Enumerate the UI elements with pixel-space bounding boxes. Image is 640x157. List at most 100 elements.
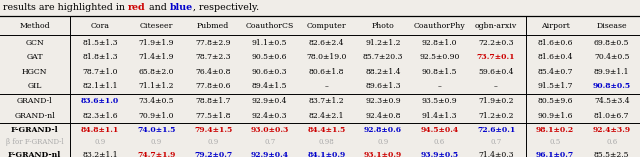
Text: 92.9±0.4: 92.9±0.4 [251, 151, 289, 157]
Text: 80.5±9.6: 80.5±9.6 [538, 97, 573, 105]
Text: 82.1±1.1: 82.1±1.1 [82, 82, 118, 90]
Text: 88.2±1.4: 88.2±1.4 [365, 68, 401, 76]
Text: 77.5±1.8: 77.5±1.8 [195, 112, 231, 120]
Text: 78.7±2.3: 78.7±2.3 [195, 53, 231, 61]
Text: 84.1±0.9: 84.1±0.9 [307, 151, 346, 157]
Text: 81.0±6.7: 81.0±6.7 [594, 112, 630, 120]
Text: 78.0±19.0: 78.0±19.0 [306, 53, 346, 61]
Text: 0.9: 0.9 [151, 138, 162, 146]
Text: 71.2±0.2: 71.2±0.2 [478, 112, 514, 120]
Text: 92.4±0.8: 92.4±0.8 [365, 112, 401, 120]
Text: 90.8±0.5: 90.8±0.5 [593, 82, 631, 90]
Text: 90.6±0.3: 90.6±0.3 [252, 68, 287, 76]
Text: β for F-GRAND-l: β for F-GRAND-l [6, 138, 63, 146]
Text: 78.8±1.7: 78.8±1.7 [195, 97, 231, 105]
Text: 90.9±1.6: 90.9±1.6 [538, 112, 573, 120]
Text: Cora: Cora [90, 22, 109, 30]
Text: Photo: Photo [371, 22, 394, 30]
Text: 74.5±3.4: 74.5±3.4 [594, 97, 630, 105]
Text: 78.7±1.0: 78.7±1.0 [82, 68, 118, 76]
Text: 0.6: 0.6 [606, 138, 618, 146]
Text: 83.6±1.0: 83.6±1.0 [81, 97, 119, 105]
Text: 79.2±0.7: 79.2±0.7 [194, 151, 232, 157]
Text: 81.8±1.3: 81.8±1.3 [82, 53, 118, 61]
Text: 82.4±2.1: 82.4±2.1 [308, 112, 344, 120]
Text: 71.9±0.2: 71.9±0.2 [478, 97, 514, 105]
Text: –: – [438, 82, 442, 90]
Text: Pubmed: Pubmed [197, 22, 229, 30]
Text: 0.9: 0.9 [94, 138, 106, 146]
Text: F-GRAND-nl: F-GRAND-nl [8, 151, 61, 157]
Text: GCN: GCN [25, 39, 44, 47]
Text: 59.6±0.4: 59.6±0.4 [478, 68, 514, 76]
Text: 98.1±0.2: 98.1±0.2 [536, 126, 574, 134]
Text: 91.4±1.3: 91.4±1.3 [422, 112, 457, 120]
Text: , respectively.: , respectively. [193, 3, 259, 12]
Text: 74.0±1.5: 74.0±1.5 [138, 126, 176, 134]
Text: Citeseer: Citeseer [140, 22, 173, 30]
Text: –: – [324, 82, 328, 90]
Text: 72.6±0.1: 72.6±0.1 [477, 126, 515, 134]
Text: 71.1±1.2: 71.1±1.2 [139, 82, 174, 90]
Text: 91.2±1.2: 91.2±1.2 [365, 39, 401, 47]
Text: 92.8±1.0: 92.8±1.0 [422, 39, 457, 47]
Text: 0.6: 0.6 [434, 138, 445, 146]
Text: 0.7: 0.7 [264, 138, 275, 146]
Text: 89.9±1.1: 89.9±1.1 [594, 68, 630, 76]
Text: 73.7±0.1: 73.7±0.1 [477, 53, 515, 61]
Text: 74.7±1.9: 74.7±1.9 [138, 151, 176, 157]
Text: 77.8±2.9: 77.8±2.9 [195, 39, 231, 47]
Text: 93.9±0.5: 93.9±0.5 [420, 151, 458, 157]
Text: 0.5: 0.5 [550, 138, 561, 146]
Text: red: red [128, 3, 146, 12]
Text: 79.4±1.5: 79.4±1.5 [194, 126, 232, 134]
Text: 93.0±0.3: 93.0±0.3 [250, 126, 289, 134]
Text: HGCN: HGCN [22, 68, 47, 76]
Text: and: and [146, 3, 170, 12]
Text: 89.6±1.3: 89.6±1.3 [365, 82, 401, 90]
Text: 84.4±1.5: 84.4±1.5 [307, 126, 346, 134]
Text: 0.9: 0.9 [207, 138, 219, 146]
Text: GRAND-nl: GRAND-nl [14, 112, 55, 120]
Text: GIL: GIL [28, 82, 42, 90]
Text: –: – [494, 82, 498, 90]
Text: 0.7: 0.7 [490, 138, 502, 146]
Text: 83.2±1.1: 83.2±1.1 [82, 151, 118, 157]
Text: 81.6±0.4: 81.6±0.4 [538, 53, 573, 61]
Text: Disease: Disease [596, 22, 627, 30]
Text: 90.8±1.5: 90.8±1.5 [422, 68, 457, 76]
Text: 70.4±0.5: 70.4±0.5 [594, 53, 630, 61]
Text: 65.8±2.0: 65.8±2.0 [139, 68, 174, 76]
Text: CoauthorPhy: CoauthorPhy [413, 22, 465, 30]
Text: Method: Method [19, 22, 50, 30]
Text: 83.7±1.2: 83.7±1.2 [308, 97, 344, 105]
Text: 72.2±0.3: 72.2±0.3 [478, 39, 514, 47]
Text: 85.4±0.7: 85.4±0.7 [538, 68, 573, 76]
Text: 92.9±0.4: 92.9±0.4 [252, 97, 287, 105]
Text: 71.4±0.3: 71.4±0.3 [478, 151, 514, 157]
Text: 85.7±20.3: 85.7±20.3 [363, 53, 403, 61]
Text: CoauthorCS: CoauthorCS [246, 22, 294, 30]
Text: 69.8±0.5: 69.8±0.5 [594, 39, 630, 47]
Text: 0.9: 0.9 [377, 138, 388, 146]
Text: ogbn-arxiv: ogbn-arxiv [475, 22, 517, 30]
Text: GAT: GAT [26, 53, 43, 61]
Text: 71.4±1.9: 71.4±1.9 [139, 53, 174, 61]
Text: 90.5±0.6: 90.5±0.6 [252, 53, 287, 61]
Text: 94.5±0.4: 94.5±0.4 [420, 126, 458, 134]
Text: 84.8±1.1: 84.8±1.1 [81, 126, 119, 134]
Text: 93.1±0.9: 93.1±0.9 [364, 151, 402, 157]
Text: 80.6±1.8: 80.6±1.8 [308, 68, 344, 76]
Text: 91.5±1.7: 91.5±1.7 [538, 82, 573, 90]
Text: 96.1±0.7: 96.1±0.7 [536, 151, 574, 157]
Text: 77.8±0.6: 77.8±0.6 [195, 82, 231, 90]
Text: 81.6±0.6: 81.6±0.6 [538, 39, 573, 47]
Text: 92.4±3.9: 92.4±3.9 [593, 126, 631, 134]
Text: 91.1±0.5: 91.1±0.5 [252, 39, 287, 47]
Text: 82.6±2.4: 82.6±2.4 [308, 39, 344, 47]
Text: 93.5±0.9: 93.5±0.9 [422, 97, 457, 105]
Text: 76.4±0.8: 76.4±0.8 [195, 68, 231, 76]
Text: 81.5±1.3: 81.5±1.3 [82, 39, 118, 47]
Text: 92.4±0.3: 92.4±0.3 [252, 112, 287, 120]
Text: blue: blue [170, 3, 193, 12]
